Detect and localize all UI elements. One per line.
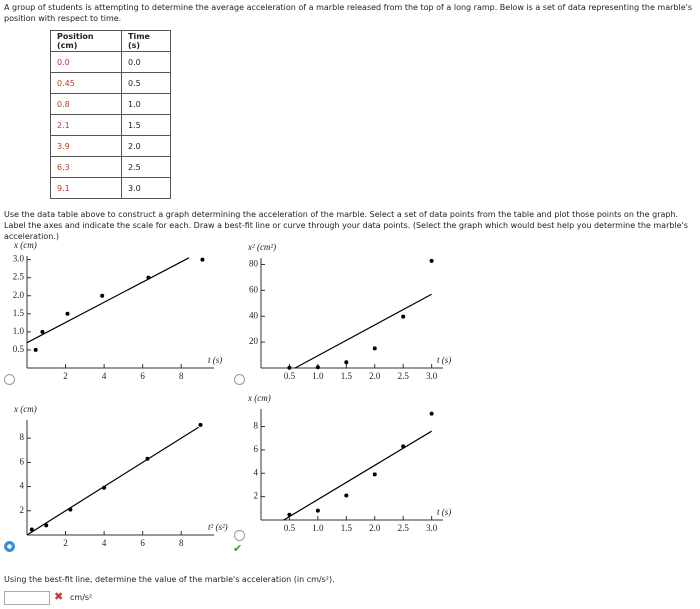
x-axis-label: t (s): [437, 355, 451, 365]
data-point: [33, 347, 38, 352]
data-point: [372, 472, 377, 477]
x-tick-label: 2: [63, 371, 68, 381]
x-tick-label: 2: [63, 538, 68, 548]
radio-graph-4[interactable]: [234, 530, 245, 541]
data-point: [200, 257, 205, 262]
x-tick-label: 2.5: [398, 371, 410, 381]
correct-check: ✔: [233, 542, 243, 555]
y-axis-label: x (cm): [13, 404, 37, 414]
best-fit-line: [26, 426, 199, 536]
instructions: Use the data table above to construct a …: [4, 210, 688, 241]
data-point: [344, 360, 349, 365]
x-tick-label: 0.5: [284, 523, 296, 533]
intro-text: A group of students is attempting to det…: [4, 3, 692, 23]
data-point: [344, 493, 349, 498]
wrong-mark: ✖: [54, 590, 64, 603]
y-tick-label: 0.5: [13, 344, 25, 354]
data-point: [145, 456, 150, 461]
x-axis-label: t (s): [208, 355, 222, 365]
data-point: [198, 422, 203, 427]
x-tick-label: 1.0: [312, 371, 324, 381]
x-tick-label: 4: [102, 371, 107, 381]
best-fit-line: [283, 430, 432, 521]
x-tick-label: 1.0: [312, 523, 324, 533]
question: Using the best-fit line, determine the v…: [4, 575, 335, 584]
data-point: [68, 507, 73, 512]
data-point: [65, 311, 70, 316]
data-point: [44, 523, 49, 528]
data-point: [287, 365, 292, 370]
data-table: Position (cm) Time (s) 0.0 0.0 0.45 0.5 0.8 1.…: [50, 30, 171, 199]
y-tick-label: 2.0: [13, 290, 25, 300]
y-tick-label: 8: [254, 421, 259, 431]
y-tick-label: 2.5: [13, 272, 25, 282]
x-axis-label: t (s): [437, 507, 451, 517]
y-tick-label: 20: [249, 336, 259, 346]
table-cell: 3.0: [121, 177, 171, 199]
y-axis-label: x² (cm²): [247, 242, 276, 252]
x-axis-label: t² (s²): [208, 522, 228, 532]
x-tick-label: 4: [102, 538, 107, 548]
y-tick-label: 2: [254, 491, 259, 501]
data-point: [315, 365, 320, 370]
y-tick-label: 1.0: [13, 326, 25, 336]
data-point: [29, 527, 34, 532]
data-point: [315, 508, 320, 513]
x-tick-label: 3.0: [426, 371, 438, 381]
y-tick-label: 60: [249, 284, 259, 294]
best-fit-line: [294, 293, 432, 369]
table-cell: 9.1: [50, 177, 122, 199]
x-tick-label: 6: [140, 538, 145, 548]
y-tick-label: 6: [254, 444, 259, 454]
x-tick-label: 6: [140, 371, 145, 381]
y-tick-label: 1.5: [13, 308, 25, 318]
x-tick-label: 2.0: [369, 371, 381, 381]
radio-graph-1[interactable]: [4, 374, 15, 385]
y-axis-label: x (cm): [13, 240, 37, 250]
data-point: [401, 314, 406, 319]
y-tick-label: 2: [20, 505, 25, 515]
y-tick-label: 4: [254, 467, 259, 477]
x-tick-label: 3.0: [426, 523, 438, 533]
y-tick-label: 6: [20, 456, 25, 466]
answer-input[interactable]: [4, 591, 50, 605]
y-tick-label: 8: [20, 432, 25, 442]
data-point: [287, 512, 292, 517]
x-tick-label: 1.5: [341, 371, 353, 381]
x-tick-label: 2.5: [398, 523, 410, 533]
data-point: [146, 275, 151, 280]
data-point: [372, 346, 377, 351]
x-tick-label: 0.5: [284, 371, 296, 381]
data-point: [429, 258, 434, 263]
x-tick-label: 8: [179, 371, 184, 381]
x-tick-label: 8: [179, 538, 184, 548]
radio-graph-2[interactable]: [234, 374, 245, 385]
y-tick-label: 40: [249, 310, 259, 320]
y-axis-label: x (cm): [247, 393, 271, 403]
x-tick-label: 1.5: [341, 523, 353, 533]
y-tick-label: 4: [20, 481, 25, 491]
data-point: [40, 329, 45, 334]
x-tick-label: 2.0: [369, 523, 381, 533]
best-fit-line: [26, 257, 190, 344]
y-tick-label: 80: [249, 259, 259, 269]
unit-label: cm/s²: [70, 593, 93, 602]
data-point: [100, 293, 105, 298]
y-tick-label: 3.0: [13, 254, 25, 264]
radio-graph-3[interactable]: [4, 541, 15, 552]
data-point: [102, 485, 107, 490]
data-point: [429, 411, 434, 416]
data-point: [401, 444, 406, 449]
